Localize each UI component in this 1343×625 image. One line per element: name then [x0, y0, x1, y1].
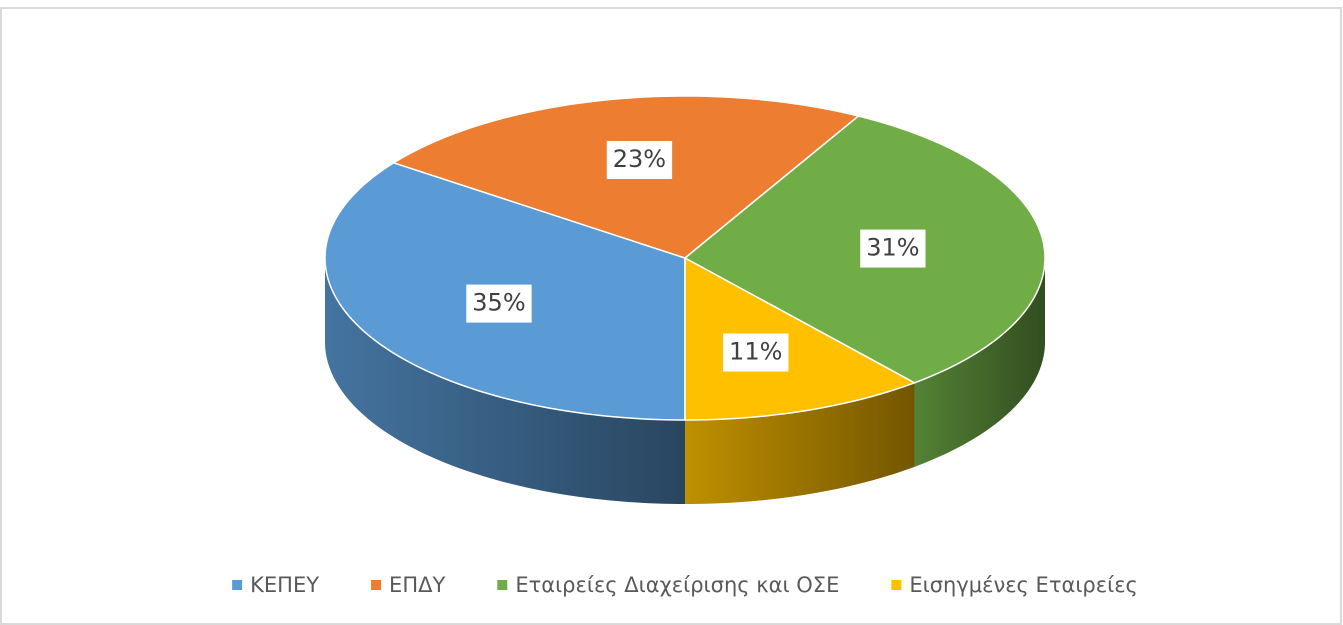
legend-label: ΕΠΔΥ — [389, 573, 445, 597]
value-label: 35% — [472, 289, 525, 317]
value-label-box — [860, 229, 926, 268]
pie-tops — [324, 95, 1046, 421]
value-label: 31% — [866, 234, 919, 262]
slice-side — [325, 258, 685, 504]
legend-swatch — [232, 580, 243, 590]
value-label-box — [606, 140, 673, 179]
slice-side — [914, 258, 1045, 467]
value-label-box — [466, 284, 532, 323]
legend-swatch — [497, 580, 508, 590]
pie-slice — [684, 256, 917, 421]
legend-label: Εισηγμένες Εταιρείες — [909, 573, 1138, 597]
legend-swatch — [891, 580, 902, 590]
value-label: 11% — [729, 338, 782, 366]
slice-side — [685, 382, 915, 504]
legend-swatch — [371, 580, 382, 590]
value-labels: 35% 23% 31% 11% — [466, 140, 926, 372]
legend-label: Εταιρείες Διαχείρισης και ΟΣΕ — [515, 573, 839, 597]
value-label-box — [723, 333, 789, 372]
legend-label: ΚΕΠΕΥ — [250, 573, 319, 597]
legend: ΚΕΠΕΥ ΕΠΔΥ Εταιρείες Διαχείρισης και ΟΣΕ Ει… — [232, 573, 1138, 597]
value-label: 23% — [613, 145, 666, 173]
pie-sides — [325, 258, 1045, 504]
